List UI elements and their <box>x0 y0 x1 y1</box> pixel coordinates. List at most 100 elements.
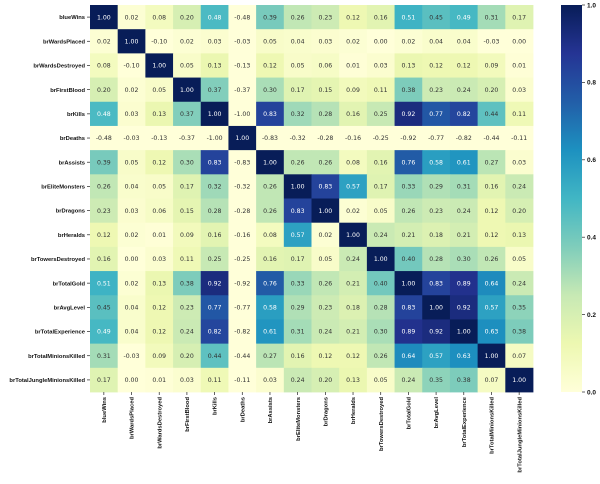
x-tick-label: brKills <box>213 397 219 415</box>
heatmap-cell <box>117 295 146 320</box>
cell-value-label: 0.03 <box>512 159 526 166</box>
heatmap-cell <box>256 295 285 320</box>
cell-value-label: 0.06 <box>152 208 166 215</box>
cell-value-label: 0.05 <box>374 377 388 384</box>
heatmap-cell <box>228 198 257 224</box>
heatmap-cell <box>145 150 174 175</box>
cell-value-label: 0.57 <box>429 353 443 360</box>
cell-value-label: 0.11 <box>512 111 526 118</box>
cell-value-label: 0.04 <box>125 329 139 336</box>
heatmap-cell <box>394 222 423 248</box>
cell-value-label: 0.02 <box>402 38 416 45</box>
cell-value-label: 0.31 <box>97 353 111 360</box>
cell-value-label: 0.58 <box>429 159 443 166</box>
heatmap-cell <box>228 29 257 54</box>
heatmap-cell <box>145 77 174 103</box>
cell-value-label: 0.23 <box>429 208 443 215</box>
heatmap-cell <box>366 343 395 369</box>
heatmap-cell <box>283 5 312 30</box>
heatmap-cell <box>477 271 506 296</box>
cell-value-label: 0.05 <box>374 208 388 215</box>
x-tick-label: brTotalMinionsKilled <box>490 397 496 454</box>
y-tick-label: brKills <box>67 112 85 118</box>
heatmap-cell <box>117 198 146 224</box>
heatmap-cell <box>228 295 257 320</box>
cell-value-label: 0.58 <box>263 305 277 312</box>
cell-value-label: 0.27 <box>485 159 499 166</box>
cell-value-label: 0.05 <box>152 87 166 94</box>
cell-value-label: 0.21 <box>346 280 360 287</box>
heatmap-cell <box>90 271 119 296</box>
cell-value-label: 0.01 <box>152 377 166 384</box>
heatmap-cell <box>283 29 312 54</box>
heatmap-cell <box>283 246 312 272</box>
heatmap-cell <box>256 222 285 248</box>
heatmap-cell <box>422 198 451 224</box>
heatmap-cell <box>339 150 368 175</box>
heatmap-cell <box>145 198 174 224</box>
heatmap-cell <box>422 77 451 103</box>
cell-value-label: 0.30 <box>457 256 471 263</box>
cell-value-label: 1.00 <box>346 232 360 239</box>
cell-value-label: 0.64 <box>485 280 499 287</box>
cell-value-label: 0.03 <box>125 111 139 118</box>
heatmap-cell <box>145 29 174 54</box>
cell-value-label: 0.17 <box>97 377 111 384</box>
cell-value-label: -0.92 <box>400 135 416 142</box>
y-tick-label: brWardsDestroyed <box>33 64 85 70</box>
cell-value-label: 0.51 <box>402 14 416 21</box>
cell-value-label: 0.00 <box>512 38 526 45</box>
heatmap-cell <box>366 271 395 296</box>
cell-value-label: 0.12 <box>97 232 111 239</box>
cell-value-label: 0.02 <box>346 208 360 215</box>
heatmap-cell <box>366 77 395 103</box>
heatmap-cell <box>477 367 506 393</box>
cell-value-label: 0.24 <box>512 184 526 191</box>
cell-value-label: 0.13 <box>152 280 166 287</box>
cell-value-label: 0.31 <box>457 184 471 191</box>
heatmap-cell <box>228 174 257 199</box>
cell-value-label: 0.25 <box>374 111 388 118</box>
cell-value-label: 0.03 <box>125 208 139 215</box>
cell-value-label: 0.24 <box>291 377 305 384</box>
heatmap-cell <box>256 5 285 30</box>
heatmap-cell <box>449 101 479 127</box>
heatmap-cell <box>477 5 506 30</box>
heatmap-cell <box>283 101 312 127</box>
heatmap-cell <box>339 101 368 127</box>
cell-value-label: 0.33 <box>291 280 305 287</box>
cell-value-label: 0.31 <box>485 14 499 21</box>
cell-value-label: -0.13 <box>151 135 167 142</box>
heatmap-cell <box>283 125 312 151</box>
heatmap-cell <box>422 174 451 199</box>
heatmap-cell <box>256 101 285 127</box>
cell-value-label: 0.44 <box>208 353 222 360</box>
cell-value-label: 0.03 <box>374 63 388 70</box>
heatmap-cell <box>477 246 506 272</box>
cell-value-label: 0.92 <box>457 305 471 312</box>
y-tick-label: brFirstBlood <box>50 88 85 94</box>
heatmap-cell <box>477 343 506 369</box>
heatmap-cell <box>256 53 285 78</box>
cell-value-label: 0.89 <box>457 280 471 287</box>
heatmap-cell <box>311 53 340 78</box>
cell-value-label: 0.16 <box>208 232 222 239</box>
cell-value-label: 0.08 <box>346 159 360 166</box>
cell-value-label: 0.83 <box>318 184 332 191</box>
cell-value-label: 1.00 <box>208 111 222 118</box>
cell-value-label: -1.00 <box>207 135 223 142</box>
cell-value-label: 0.18 <box>429 232 443 239</box>
heatmap-cell <box>449 29 479 54</box>
heatmap-cell <box>117 5 146 30</box>
cell-value-label: 0.09 <box>180 232 194 239</box>
cell-value-label: 0.30 <box>180 159 194 166</box>
heatmap-cell <box>90 343 119 369</box>
cell-value-label: 0.83 <box>291 208 305 215</box>
heatmap-cell <box>449 271 479 296</box>
cell-value-label: 1.00 <box>125 38 139 45</box>
heatmap-cell <box>366 295 395 320</box>
cell-value-label: -0.13 <box>234 63 250 70</box>
heatmap-cell <box>256 246 285 272</box>
heatmap-cell <box>256 343 285 369</box>
cell-value-label: 0.31 <box>291 329 305 336</box>
